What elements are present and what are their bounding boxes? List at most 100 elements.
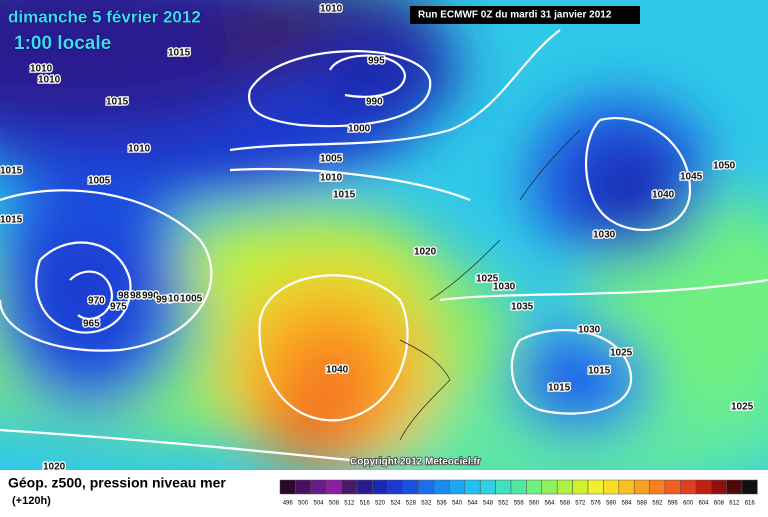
colorbar-label: 580: [606, 501, 617, 507]
isobar-label: 1035: [511, 302, 534, 313]
colorbar-label: 520: [375, 501, 386, 507]
isobar-label: 975: [110, 302, 127, 313]
colorbar: 496 500 504 508 512 516 520 524 528 532 536 540 544 5…: [279, 479, 758, 507]
colorbar-cell: [279, 479, 296, 495]
colorbar-cell: [325, 479, 342, 495]
colorbar-cell: [726, 479, 743, 495]
colorbar-cell: [341, 479, 358, 495]
isobar-label: 1025: [476, 274, 499, 285]
isobar-label: 1040: [652, 190, 675, 201]
colorbar-label: 564: [544, 501, 555, 507]
colorbar-label: 552: [498, 501, 509, 507]
colorbar-label: 556: [514, 501, 525, 507]
isobar-label: 1010: [320, 4, 343, 15]
colorbar-cell: [510, 479, 527, 495]
colorbar-label: 608: [714, 501, 725, 507]
colorbar-cell: [449, 479, 466, 495]
map-field: [0, 0, 768, 470]
isobar-label: 1005: [180, 294, 203, 305]
colorbar-cell: [649, 479, 666, 495]
colorbar-label: 508: [329, 501, 340, 507]
isobar-label: 1030: [578, 325, 601, 336]
legend-title: Géop. z500, pression niveau mer: [8, 475, 226, 491]
colorbar-cell: [603, 479, 620, 495]
isobar-label: 995: [368, 56, 385, 67]
isobar-label: 1000: [168, 294, 191, 305]
colorbar-label: 548: [483, 501, 494, 507]
colorbar-cell: [310, 479, 327, 495]
isobar-label: 990: [142, 291, 159, 302]
colorbar-cell: [433, 479, 450, 495]
colorbar-label: 584: [621, 501, 632, 507]
colorbar-cell: [495, 479, 512, 495]
colorbar-label: 560: [529, 501, 540, 507]
isobar-label: 1010: [320, 173, 343, 184]
colorbar-label: 604: [698, 501, 709, 507]
colorbar-cell: [618, 479, 635, 495]
colorbar-label: 512: [344, 501, 355, 507]
isobar-label: 995: [156, 295, 173, 306]
isobar-label: 990: [366, 97, 383, 108]
isobar-label: 985: [130, 291, 147, 302]
isobar-label: 1010: [30, 64, 53, 75]
colorbar-label: 588: [637, 501, 648, 507]
colorbar-cell: [295, 479, 312, 495]
run-label: Run ECMWF 0Z du mardi 31 janvier 2012: [418, 10, 612, 21]
colorbar-cell: [464, 479, 481, 495]
colorbar-cell: [587, 479, 604, 495]
colorbar-label: 540: [452, 501, 463, 507]
isobar-labels: 1010101510101010101599599010001010100510…: [0, 2, 755, 474]
colorbar-label: 600: [683, 501, 694, 507]
isobar-label: 1050: [713, 161, 736, 172]
colorbar-label: 572: [575, 501, 586, 507]
isobar-label: 1015: [333, 190, 356, 201]
colorbar-cell: [664, 479, 681, 495]
isobar-label: 1015: [106, 97, 129, 108]
colorbar-cell: [741, 479, 758, 495]
colorbar-label: 496: [283, 501, 294, 507]
colorbar-label: 532: [421, 501, 432, 507]
colorbar-label: 596: [668, 501, 679, 507]
colorbar-cell: [572, 479, 589, 495]
isobar-label: 1025: [610, 348, 633, 359]
colorbar-label: 504: [313, 501, 324, 507]
isobar-label: 1010: [128, 144, 151, 155]
colorbar-label: 516: [360, 501, 371, 507]
colorbar-cell: [387, 479, 404, 495]
colorbar-cell: [526, 479, 543, 495]
isobar-label: 1030: [593, 230, 616, 241]
isobar-label: 1015: [0, 215, 23, 226]
isobar-label: 1015: [168, 48, 191, 59]
isobar-label: 1000: [348, 124, 371, 135]
colorbar-cell: [402, 479, 419, 495]
colorbar-label: 500: [298, 501, 309, 507]
colorbar-label: 536: [437, 501, 448, 507]
colorbar-label: 528: [406, 501, 417, 507]
isobar-label: 1005: [320, 154, 343, 165]
isobar-label: 1020: [414, 247, 437, 258]
colorbar-cell: [710, 479, 727, 495]
colorbar-label: 568: [560, 501, 571, 507]
colorbar-cell: [479, 479, 496, 495]
isobar-label: 1015: [548, 383, 571, 394]
colorbar-cell: [356, 479, 373, 495]
run-box: [410, 6, 640, 24]
isobar-label: 970: [88, 296, 105, 307]
isobar-label: 1015: [0, 166, 23, 177]
date: dimanche 5 février 2012: [8, 7, 201, 26]
colorbar-cell: [633, 479, 650, 495]
isobar-label: 965: [83, 319, 100, 330]
colorbar-cell: [556, 479, 573, 495]
isobar-label: 980: [118, 291, 135, 302]
isobar-label: 1045: [680, 172, 703, 183]
colorbar-cell: [418, 479, 435, 495]
lead-time: (+120h): [12, 495, 51, 507]
copyright: Copyright 2012 Meteociel.fr: [350, 457, 481, 468]
colorbar-label: 544: [467, 501, 478, 507]
colorbar-label: 576: [591, 501, 602, 507]
colorbar-cell: [541, 479, 558, 495]
time: 1:00 locale: [14, 33, 111, 54]
isobar-label: 1040: [326, 365, 349, 376]
colorbar-label: 616: [745, 501, 756, 507]
